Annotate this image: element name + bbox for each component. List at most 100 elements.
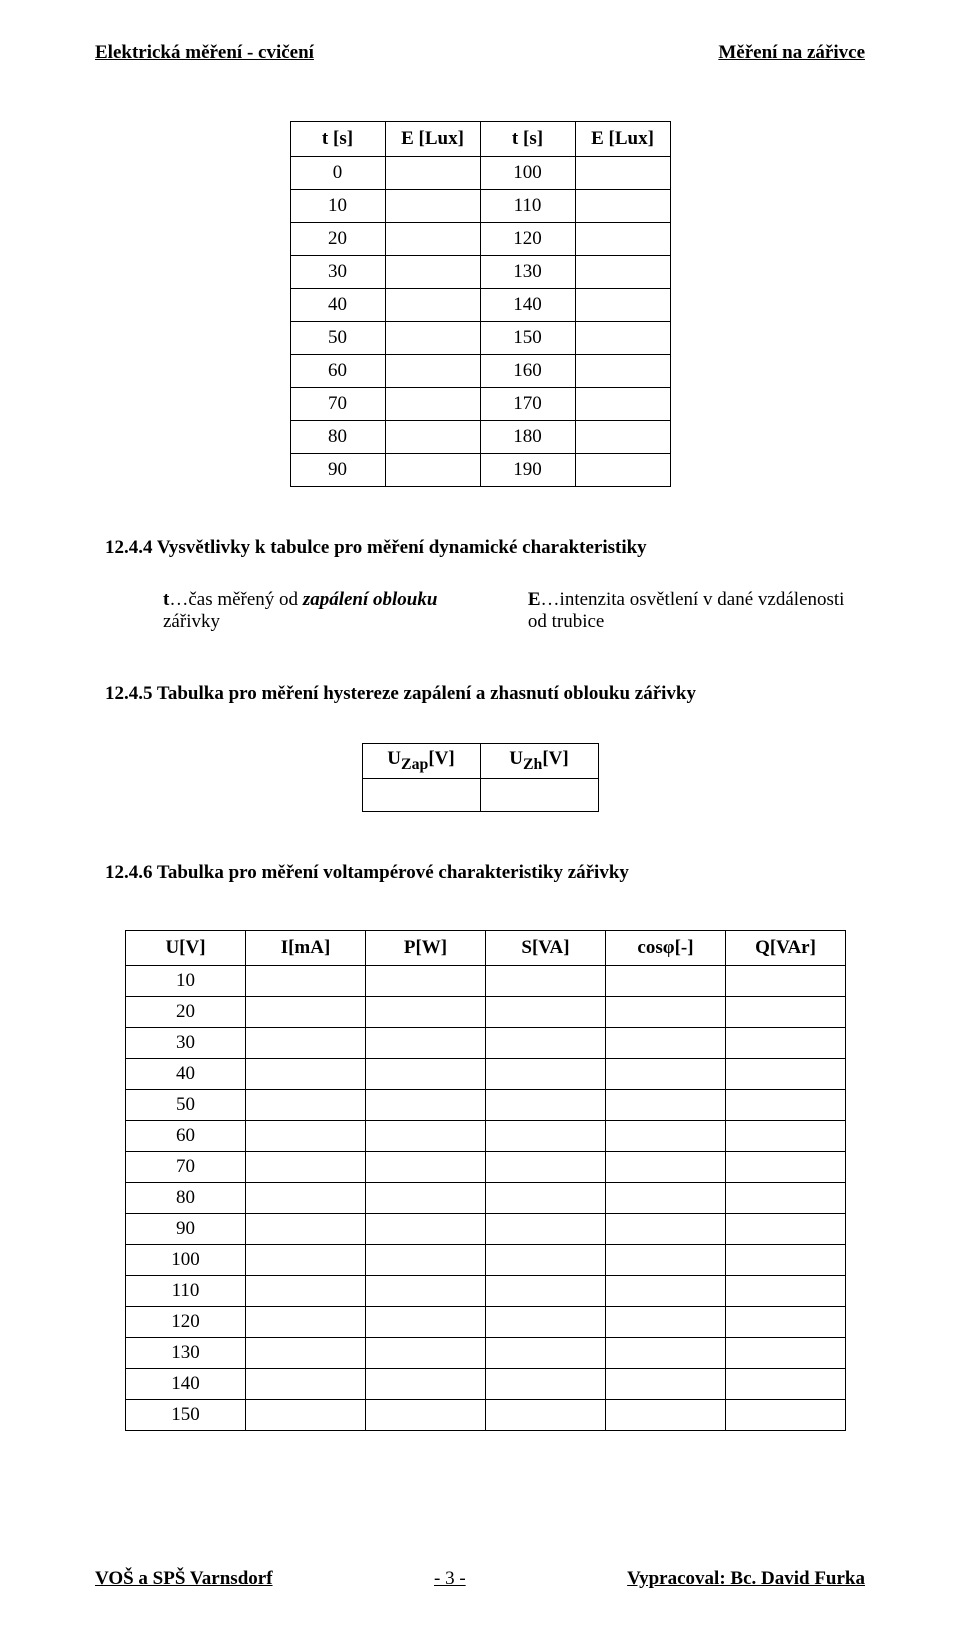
table-cell bbox=[486, 1276, 606, 1307]
table-row: 50150 bbox=[290, 322, 670, 355]
table-cell bbox=[726, 1369, 846, 1400]
table-row: 80 bbox=[126, 1183, 846, 1214]
table-cell bbox=[726, 1276, 846, 1307]
table-cell bbox=[486, 1400, 606, 1431]
table-header-row: t [s] E [Lux] t [s] E [Lux] bbox=[290, 122, 670, 157]
table-cell bbox=[606, 1152, 726, 1183]
section-title-12-4-6: 12.4.6 Tabulka pro měření voltampérové c… bbox=[95, 812, 865, 884]
footer-page-number: - 3 - bbox=[434, 1568, 466, 1590]
table-cell bbox=[486, 1214, 606, 1245]
table-cell bbox=[385, 388, 480, 421]
table-cell bbox=[385, 454, 480, 487]
table-cell bbox=[366, 1276, 486, 1307]
table-cell: 60 bbox=[126, 1121, 246, 1152]
table-cell bbox=[366, 1214, 486, 1245]
table-cell: 90 bbox=[290, 454, 385, 487]
table-cell bbox=[246, 1307, 366, 1338]
table-cell bbox=[486, 1183, 606, 1214]
table-cell bbox=[575, 355, 670, 388]
table-cell bbox=[606, 1059, 726, 1090]
table2-body bbox=[362, 779, 598, 812]
table-cell bbox=[575, 223, 670, 256]
table-cell bbox=[606, 1400, 726, 1431]
table-cell bbox=[726, 1183, 846, 1214]
legend-t-text: …čas měřený od bbox=[169, 589, 302, 610]
page: Elektrická měření - cvičení Měření na zá… bbox=[0, 0, 960, 1632]
table-row: 40 140 bbox=[290, 289, 670, 322]
table-cell bbox=[385, 223, 480, 256]
table-cell bbox=[726, 1028, 846, 1059]
table1-body: 0100101102012030130401405015060160701708… bbox=[290, 157, 670, 487]
table-cell bbox=[606, 1028, 726, 1059]
table-cell bbox=[606, 966, 726, 997]
table-cell bbox=[575, 454, 670, 487]
table-header-row: U[V] I[mA] P[W] S[VA] cosφ[-] Q[VAr] bbox=[126, 931, 846, 966]
table-row: 40 bbox=[126, 1059, 846, 1090]
table-cell bbox=[575, 256, 670, 289]
table-cell: 70 bbox=[290, 388, 385, 421]
table-cell: 130 bbox=[480, 256, 575, 289]
table-cell bbox=[246, 1059, 366, 1090]
table-cell: 40 bbox=[290, 289, 385, 322]
table-hysteresis: UZap[V] UZh[V] bbox=[362, 743, 599, 812]
table-row: 10 bbox=[126, 966, 846, 997]
col-p: P[W] bbox=[366, 931, 486, 966]
table-cell bbox=[486, 1121, 606, 1152]
table-cell: 30 bbox=[126, 1028, 246, 1059]
table-cell: 170 bbox=[480, 388, 575, 421]
table-cell bbox=[246, 1276, 366, 1307]
table-cell bbox=[385, 256, 480, 289]
table-cell: 0 bbox=[290, 157, 385, 190]
table-cell bbox=[726, 1121, 846, 1152]
table-cell bbox=[726, 966, 846, 997]
table-cell bbox=[606, 1276, 726, 1307]
table-cell bbox=[385, 322, 480, 355]
col-t2: t [s] bbox=[480, 122, 575, 157]
table-cell bbox=[246, 997, 366, 1028]
table-cell bbox=[486, 1369, 606, 1400]
col-u: U[V] bbox=[126, 931, 246, 966]
table-cell bbox=[366, 966, 486, 997]
table-row: 70 bbox=[126, 1152, 846, 1183]
table-row: 110 bbox=[126, 1276, 846, 1307]
legend-e-bold: E bbox=[528, 589, 541, 610]
table-cell bbox=[606, 997, 726, 1028]
footer-right: Vypracoval: Bc. David Furka bbox=[627, 1568, 865, 1590]
table-row: 150 bbox=[126, 1400, 846, 1431]
table-cell bbox=[362, 779, 480, 812]
table-cell bbox=[366, 1183, 486, 1214]
table-cell: 190 bbox=[480, 454, 575, 487]
table-cell bbox=[366, 1369, 486, 1400]
table-row: 70 170 bbox=[290, 388, 670, 421]
col-uzap: UZap[V] bbox=[362, 744, 480, 779]
table-cell bbox=[366, 1400, 486, 1431]
table-cell bbox=[246, 1152, 366, 1183]
table-cell bbox=[726, 1090, 846, 1121]
table-row: 60160 bbox=[290, 355, 670, 388]
table-cell bbox=[246, 966, 366, 997]
table-cell: 110 bbox=[126, 1276, 246, 1307]
col-s: S[VA] bbox=[486, 931, 606, 966]
table-cell bbox=[486, 1059, 606, 1090]
table-cell: 110 bbox=[480, 190, 575, 223]
table-cell: 140 bbox=[480, 289, 575, 322]
table-cell bbox=[575, 157, 670, 190]
col-i: I[mA] bbox=[246, 931, 366, 966]
col-cosphi: cosφ[-] bbox=[606, 931, 726, 966]
table-cell: 140 bbox=[126, 1369, 246, 1400]
table-cell bbox=[246, 1121, 366, 1152]
table-cell bbox=[366, 1338, 486, 1369]
col-q: Q[VAr] bbox=[726, 931, 846, 966]
table-cell bbox=[606, 1245, 726, 1276]
table-cell bbox=[575, 322, 670, 355]
table-cell bbox=[726, 1152, 846, 1183]
table-cell: 40 bbox=[126, 1059, 246, 1090]
table-cell bbox=[575, 289, 670, 322]
table-cell: 120 bbox=[126, 1307, 246, 1338]
table-cell bbox=[480, 779, 598, 812]
table-cell bbox=[726, 997, 846, 1028]
table-cell: 80 bbox=[126, 1183, 246, 1214]
table-cell bbox=[366, 1059, 486, 1090]
legend-t-ital: zapálení oblouku bbox=[303, 589, 438, 610]
table-cell: 50 bbox=[126, 1090, 246, 1121]
